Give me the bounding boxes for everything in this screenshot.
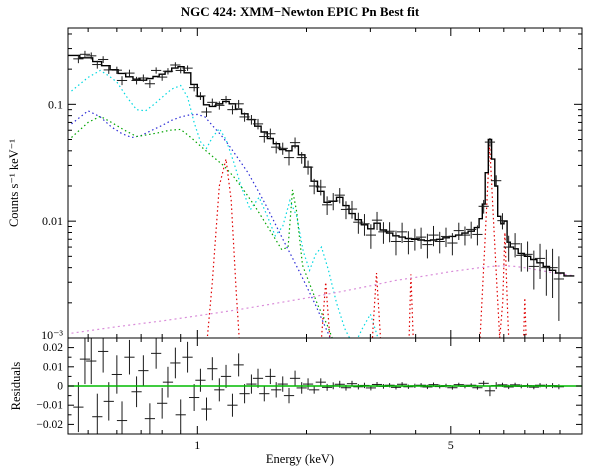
svg-text:10⁻³: 10⁻³ xyxy=(41,328,63,342)
svg-text:5: 5 xyxy=(448,438,454,452)
svg-text:0.01: 0.01 xyxy=(43,361,63,373)
svg-text:0: 0 xyxy=(57,381,63,393)
chart-title: NGC 424: XMM−Newton EPIC Pn Best fit xyxy=(180,4,420,19)
svg-text:1: 1 xyxy=(194,438,200,452)
svg-text:0.01: 0.01 xyxy=(42,214,63,228)
svg-text:0.02: 0.02 xyxy=(43,342,63,354)
svg-text:−0.02: −0.02 xyxy=(36,419,63,431)
svg-text:−0.01: −0.01 xyxy=(36,400,63,412)
x-axis-label-energy: Energy (keV) xyxy=(265,452,335,466)
svg-text:0.1: 0.1 xyxy=(48,97,63,111)
